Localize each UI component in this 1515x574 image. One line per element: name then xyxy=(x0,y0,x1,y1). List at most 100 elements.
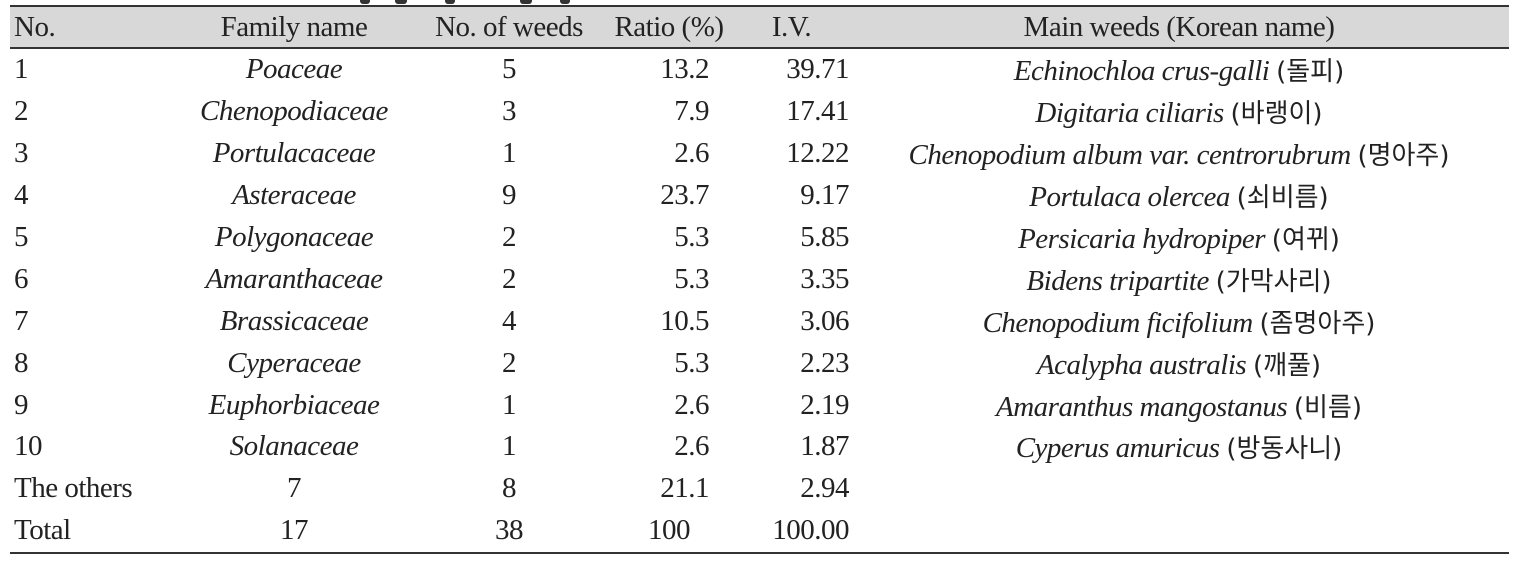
main-weed-korean-name: (여뀌) xyxy=(1271,225,1340,255)
main-weed: Persicaria hydropiper (여뀌) xyxy=(849,217,1509,259)
weed-count: 5 xyxy=(502,53,517,86)
main-weed: Acalypha australis (깨풀) xyxy=(849,342,1509,384)
row-no: 2 xyxy=(14,95,29,128)
ratio-value: 2.6 xyxy=(674,388,709,421)
row-no: 9 xyxy=(14,388,29,421)
main-weed-scientific-name: Digitaria ciliaris xyxy=(1035,97,1224,130)
family-name: Amaranthaceae xyxy=(205,262,383,295)
weed-count: 8 xyxy=(502,472,517,505)
row-no: 5 xyxy=(14,221,29,253)
others-row: The others 7 8 21.1 2.94 xyxy=(10,468,1509,510)
iv-value: 3.06 xyxy=(800,304,849,337)
table-row: 5 Polygonaceae 2 5.3 5.85 Persicaria hydropip… xyxy=(10,217,1509,259)
row-no: 6 xyxy=(14,262,29,295)
table-row: 9 Euphorbiaceae 1 2.6 2.19 Amaranthus mangost… xyxy=(10,384,1509,426)
header-main-weeds: Main weeds (Korean name) xyxy=(849,5,1509,49)
row-no: Total xyxy=(10,509,174,554)
ratio-value: 5.3 xyxy=(674,221,709,253)
row-no: 10 xyxy=(14,430,43,463)
main-weed-empty xyxy=(849,509,1509,554)
family-name: Polygonaceae xyxy=(214,221,374,253)
main-weed: Portulaca olercea (쇠비름) xyxy=(849,175,1509,217)
main-weed-scientific-name: Echinochloa crus-galli xyxy=(1013,55,1270,88)
main-weed-scientific-name: Amaranthus mangostanus xyxy=(996,390,1288,423)
total-row: Total 17 38 100 100.00 xyxy=(10,509,1509,554)
main-weed: Chenopodium ficifolium (좀명아주) xyxy=(849,300,1509,342)
weed-count: 4 xyxy=(502,304,517,337)
main-weed-scientific-name: Cyperus amuricus xyxy=(1015,432,1220,465)
iv-value: 1.87 xyxy=(800,430,849,463)
weed-count: 9 xyxy=(502,179,517,212)
main-weed: Bidens tripartite (가막사리) xyxy=(849,258,1509,300)
main-weed-korean-name: (가막사리) xyxy=(1215,266,1332,297)
main-weed-korean-name: (쇠비름) xyxy=(1236,183,1329,214)
table-row: 6 Amaranthaceae 2 5.3 3.35 Bidens tripartite … xyxy=(10,258,1509,300)
family-name: Portulacaceae xyxy=(212,137,376,170)
main-weed: Digitaria ciliaris (바랭이) xyxy=(849,91,1509,133)
table-row: 4 Asteraceae 9 23.7 9.17 Portulaca olercea (쇠… xyxy=(10,175,1509,217)
ratio-value: 2.6 xyxy=(674,137,709,170)
main-weed-korean-name: (좀명아주) xyxy=(1259,308,1376,339)
main-weed-korean-name: (방동사니) xyxy=(1226,434,1343,465)
table-row: 7 Brassicaceae 4 10.5 3.06 Chenopodium ficifo… xyxy=(10,300,1509,342)
family-name: Euphorbiaceae xyxy=(208,388,380,421)
main-weed: Echinochloa crus-galli (돌피) xyxy=(849,48,1509,91)
iv-value: 2.23 xyxy=(800,346,849,379)
clipped-caption-fragment xyxy=(0,0,1515,6)
ratio-value: 23.7 xyxy=(660,179,709,212)
main-weed: Amaranthus mangostanus (비름) xyxy=(849,384,1509,426)
weeds-table: No. Family name No. of weeds Ratio (%) I… xyxy=(10,5,1509,554)
ratio-value: 100 xyxy=(604,509,734,554)
weed-count: 38 xyxy=(414,509,604,554)
ratio-value: 10.5 xyxy=(660,304,709,337)
main-weed-scientific-name: Acalypha australis xyxy=(1036,348,1247,381)
iv-value: 2.19 xyxy=(800,388,849,421)
family-name: Chenopodiaceae xyxy=(200,95,388,128)
table-row: 3 Portulacaceae 1 2.6 12.22 Chenopodium album… xyxy=(10,133,1509,175)
iv-value: 5.85 xyxy=(800,221,849,253)
weed-count: 1 xyxy=(502,430,517,463)
iv-value: 3.35 xyxy=(800,262,849,295)
iv-value: 12.22 xyxy=(786,137,849,170)
weed-count: 1 xyxy=(502,388,517,421)
family-name: Cyperaceae xyxy=(227,346,361,379)
family-count: 7 xyxy=(287,472,302,505)
row-no: 1 xyxy=(14,53,29,86)
table-row: 8 Cyperaceae 2 5.3 2.23 Acalypha australis (깨… xyxy=(10,342,1509,384)
main-weed-empty xyxy=(849,468,1509,510)
main-weed: Chenopodium album var. centrorubrum (명아주… xyxy=(849,133,1509,175)
weed-count: 1 xyxy=(502,137,517,170)
main-weed: Cyperus amuricus (방동사니) xyxy=(849,426,1509,468)
main-weed-scientific-name: Chenopodium album var. centrorubrum xyxy=(908,139,1352,172)
weed-count: 2 xyxy=(502,262,517,295)
table-body: 1 Poaceae 5 13.2 39.71 Echinochloa crus-galli… xyxy=(10,48,1509,554)
table-row: 2 Chenopodiaceae 3 7.9 17.41 Digitaria ciliar… xyxy=(10,91,1509,133)
row-no: 7 xyxy=(14,304,29,337)
ratio-value: 13.2 xyxy=(660,53,709,86)
header-family: Family name xyxy=(174,5,414,49)
family-name: Brassicaceae xyxy=(219,304,369,337)
header-no: No. xyxy=(10,5,174,49)
family-name: Solanaceae xyxy=(229,430,359,463)
header-iv: I.V. xyxy=(734,5,849,49)
iv-value: 17.41 xyxy=(786,95,849,128)
main-weed-korean-name: (돌피) xyxy=(1276,57,1345,88)
family-count: 17 xyxy=(174,509,414,554)
main-weed-korean-name: (비름) xyxy=(1293,392,1362,423)
row-no: The others xyxy=(14,472,133,505)
iv-value: 39.71 xyxy=(786,53,849,86)
ratio-value: 5.3 xyxy=(674,346,709,379)
row-no: 4 xyxy=(14,179,29,212)
family-name: Poaceae xyxy=(245,53,343,86)
ratio-value: 21.1 xyxy=(660,472,709,505)
header-ratio: Ratio (%) xyxy=(604,5,734,49)
iv-value: 2.94 xyxy=(800,472,849,505)
table-row: 1 Poaceae 5 13.2 39.71 Echinochloa crus-galli… xyxy=(10,48,1509,91)
weed-count: 3 xyxy=(502,95,517,128)
main-weed-scientific-name: Portulaca olercea xyxy=(1029,181,1230,214)
header-count: No. of weeds xyxy=(414,5,604,49)
table-header-row: No. Family name No. of weeds Ratio (%) I… xyxy=(10,5,1509,49)
family-name: Asteraceae xyxy=(232,179,356,212)
main-weed-korean-name: (깨풀) xyxy=(1252,350,1322,381)
main-weed-scientific-name: Chenopodium ficifolium xyxy=(982,306,1254,339)
